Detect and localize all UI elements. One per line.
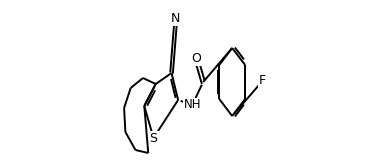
Text: NH: NH xyxy=(184,99,201,112)
Text: F: F xyxy=(259,74,266,88)
Text: S: S xyxy=(149,131,158,144)
Text: O: O xyxy=(191,51,201,64)
Text: N: N xyxy=(171,12,180,25)
